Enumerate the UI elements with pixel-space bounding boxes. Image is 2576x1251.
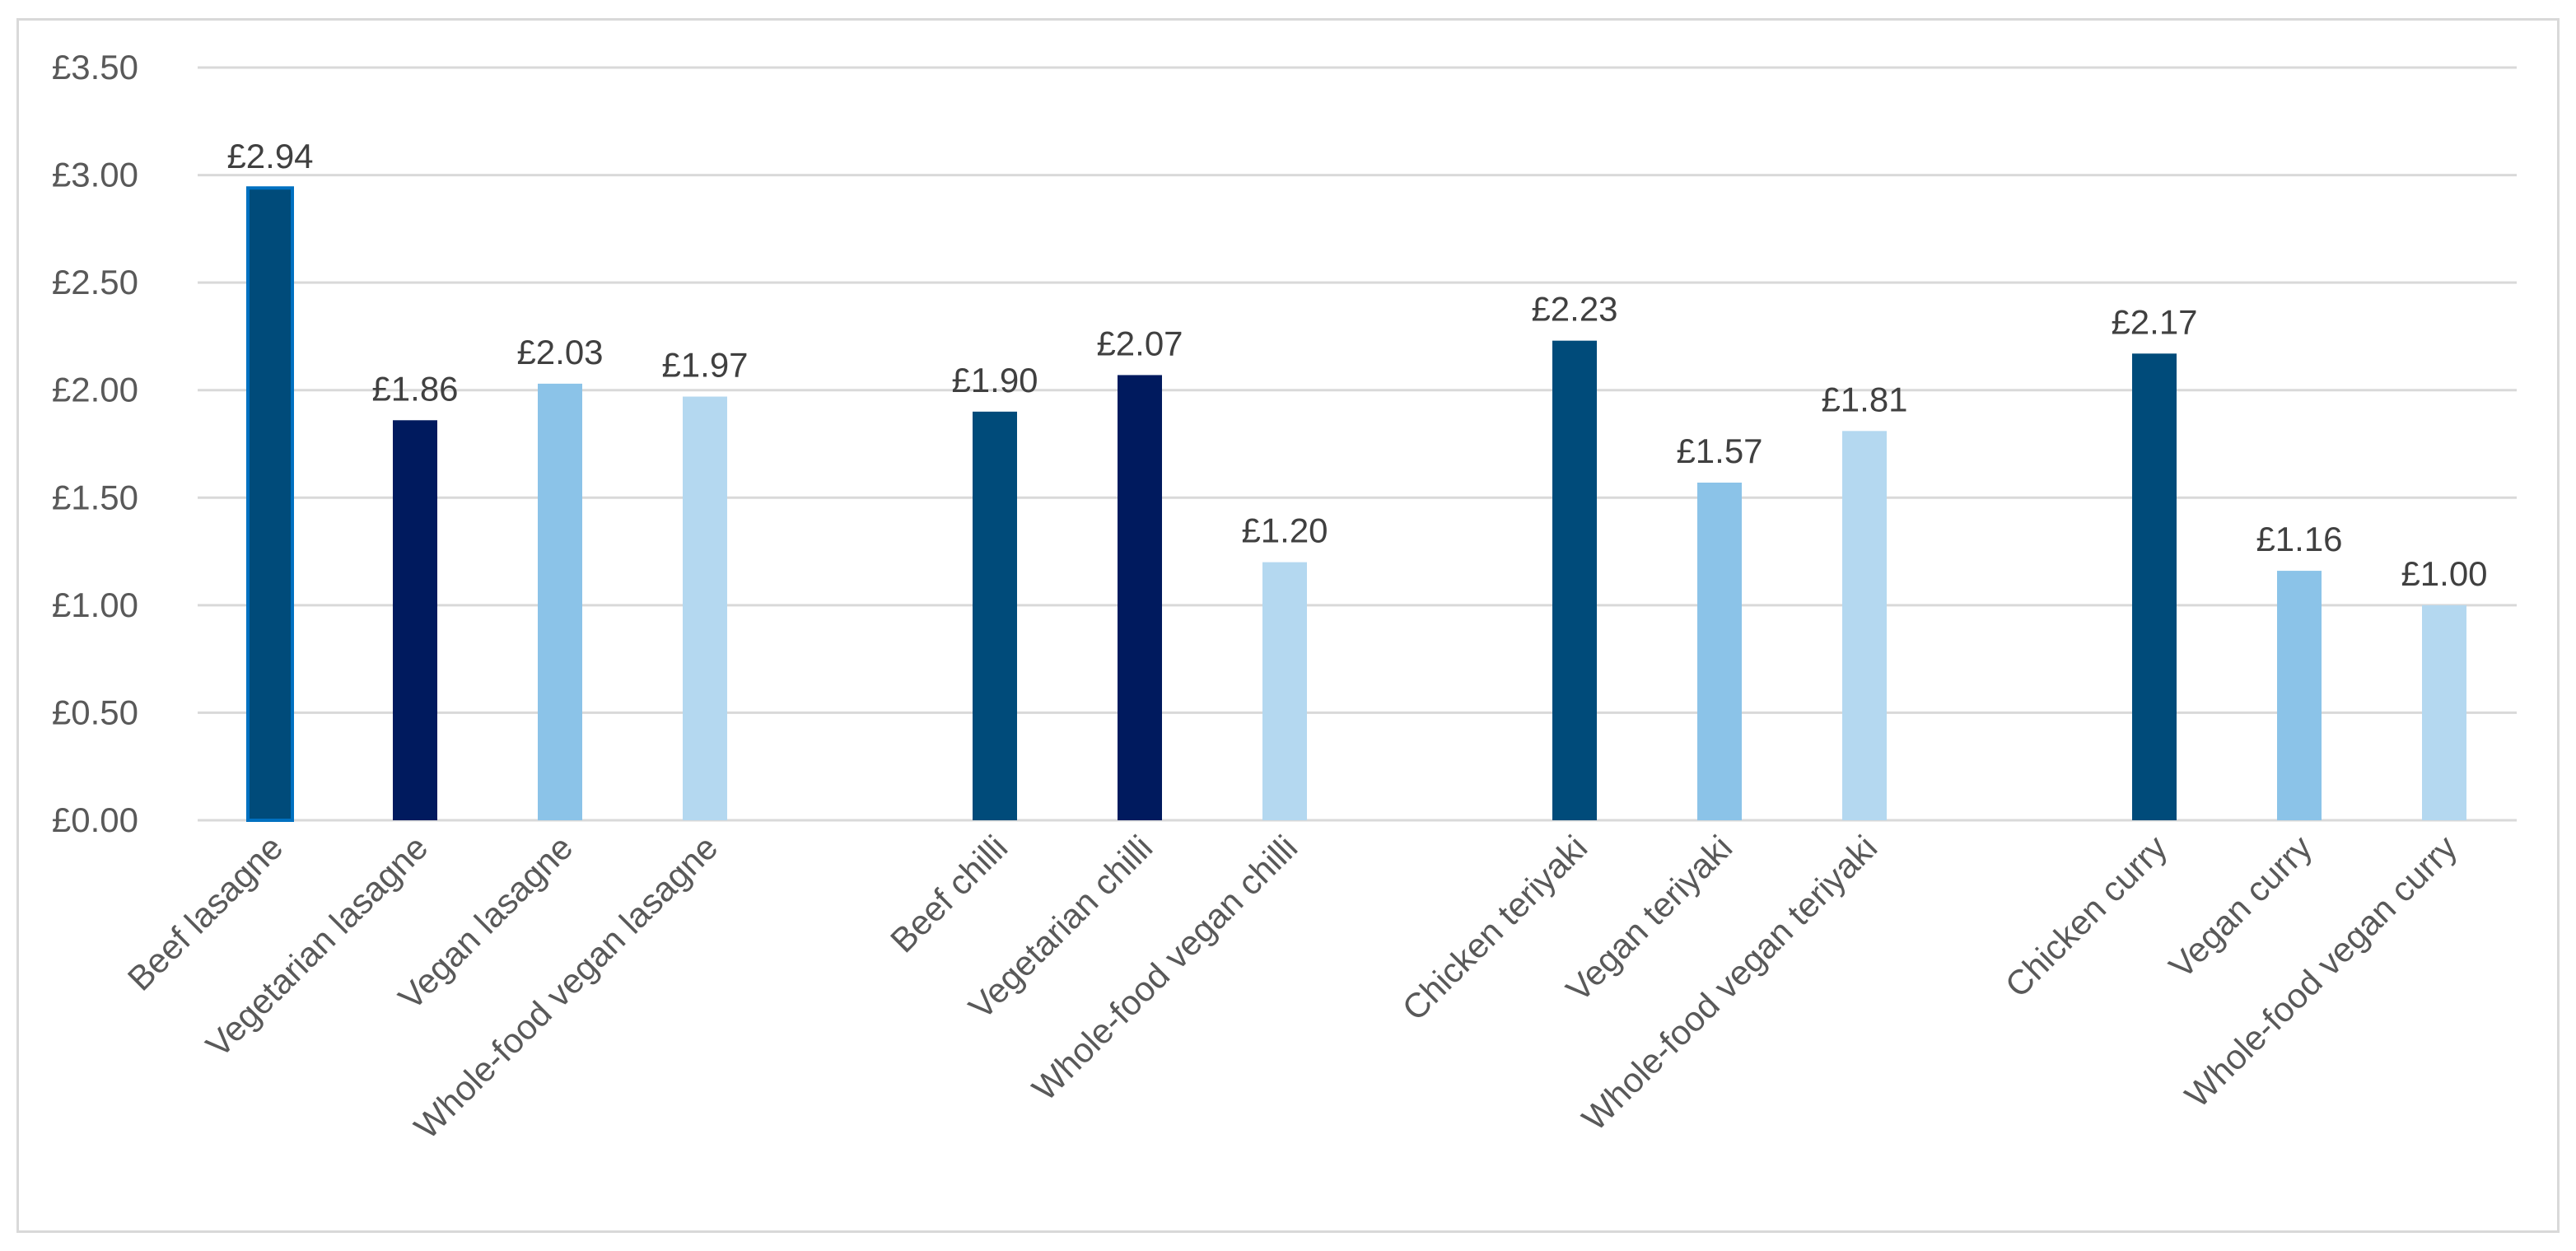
bar (393, 420, 437, 820)
data-label: £1.86 (371, 369, 458, 408)
bar (2132, 353, 2177, 820)
bar (973, 411, 1017, 820)
bar (1842, 431, 1887, 820)
y-tick-label: £1.50 (52, 478, 138, 516)
x-tick-label: Beef chilli (883, 828, 1015, 959)
x-tick-label: Chicken curry (1998, 828, 2175, 1005)
y-tick-label: £2.00 (52, 371, 138, 409)
x-tick-label: Whole-food vegan teriyaki (1575, 828, 1885, 1138)
x-tick-label: Whole-food vegan curry (2177, 828, 2465, 1115)
x-tick-label: Whole-food vegan chilli (1024, 828, 1304, 1108)
bar (1697, 483, 1742, 820)
data-label: £1.20 (1241, 511, 1328, 550)
x-tick-label: Chicken teriyaki (1395, 828, 1595, 1028)
y-tick-label: £3.50 (52, 48, 138, 86)
data-label: £2.17 (2111, 302, 2197, 341)
bar (538, 383, 582, 820)
bar (2422, 604, 2466, 820)
y-tick-label: £0.50 (52, 693, 138, 731)
data-label: £1.16 (2256, 520, 2342, 558)
x-tick-label: Whole-food vegan lasagne (407, 828, 726, 1146)
y-tick-label: £0.00 (52, 801, 138, 839)
data-label: £2.23 (1531, 290, 1617, 329)
y-tick-label: £2.50 (52, 263, 138, 301)
y-tick-label: £3.00 (52, 156, 138, 194)
data-label: £2.07 (1096, 324, 1183, 362)
data-label: £1.81 (1821, 380, 1907, 418)
bar (1262, 562, 1307, 820)
data-label: £2.03 (516, 333, 603, 371)
data-label: £2.94 (226, 137, 313, 175)
bar (2277, 571, 2322, 820)
bar (246, 186, 294, 823)
data-label: £1.90 (951, 361, 1038, 399)
data-label: £1.97 (661, 346, 748, 385)
bar (1552, 340, 1597, 820)
bar (683, 396, 727, 820)
data-label: £1.57 (1676, 432, 1762, 470)
data-label: £1.00 (2401, 554, 2487, 593)
y-tick-label: £1.00 (52, 586, 138, 624)
x-tick-label: Vegan curry (2162, 828, 2320, 986)
bar (1118, 375, 1162, 820)
